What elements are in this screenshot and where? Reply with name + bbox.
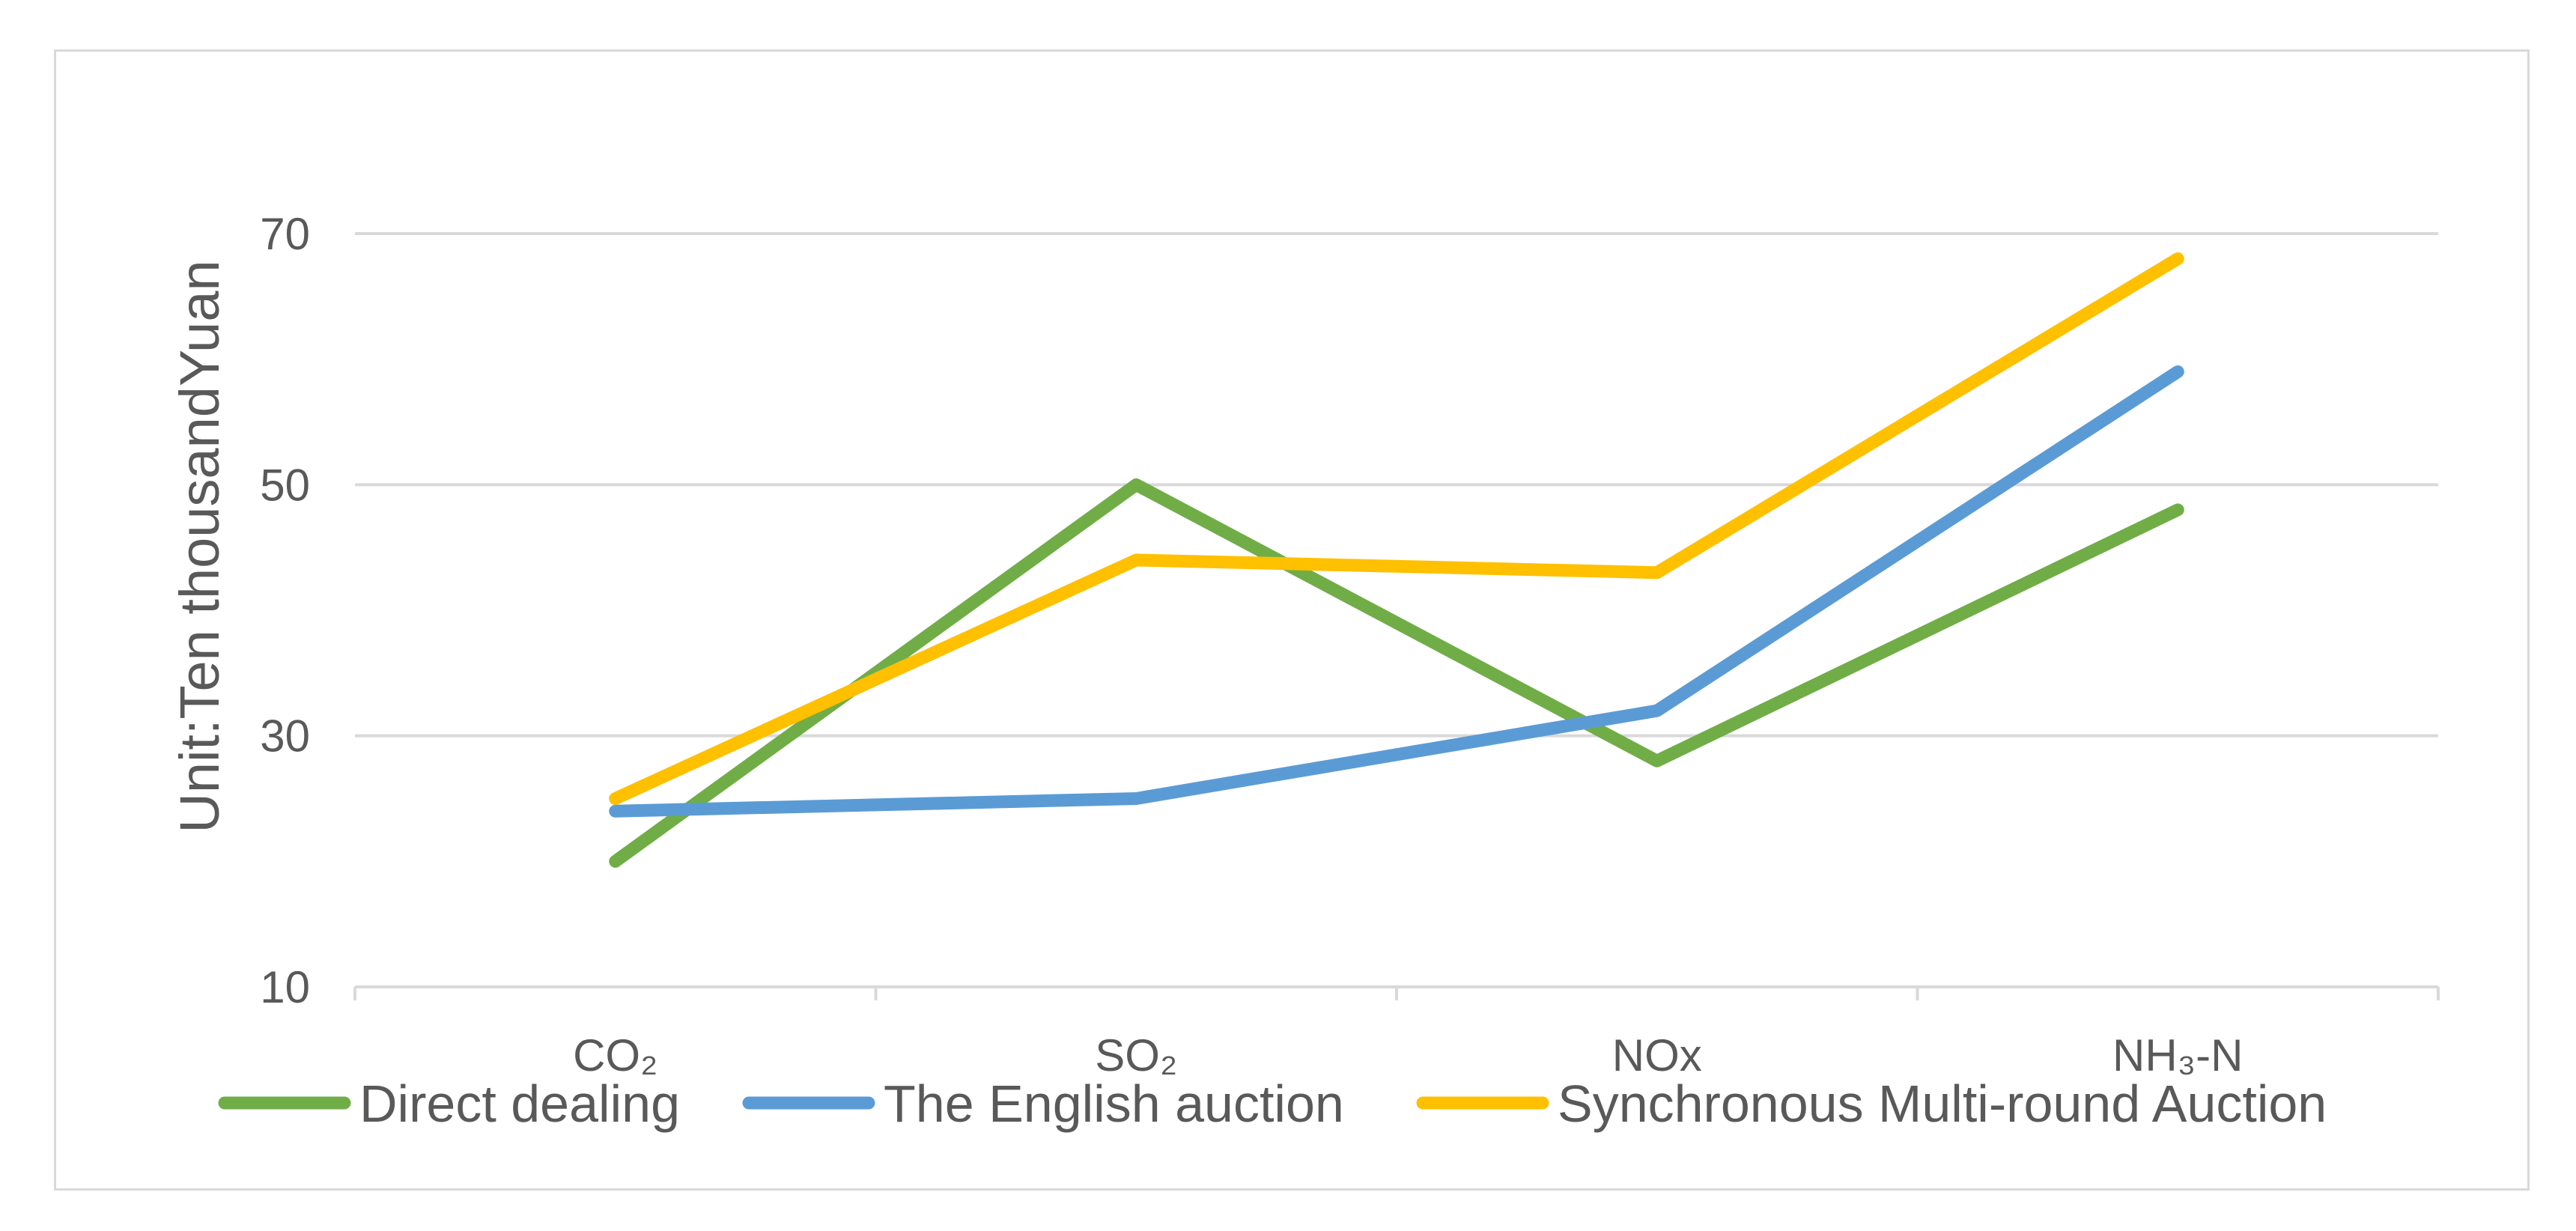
series-lines — [609, 252, 2184, 868]
y-tick-label: 30 — [260, 711, 310, 762]
y-tick-label: 10 — [260, 962, 310, 1012]
x-tick-label: NH₃-N — [2112, 1030, 2243, 1080]
y-tick-label: 70 — [260, 209, 310, 259]
legend-label: The English auction — [884, 1075, 1344, 1133]
gridlines — [355, 232, 2438, 738]
x-axis — [353, 985, 2440, 1000]
y-axis-label: Unit:Ten thousandYuan — [168, 260, 231, 833]
x-tick-label: CO₂ — [573, 1030, 657, 1080]
x-tick-label: SO₂ — [1095, 1030, 1177, 1080]
y-tick-label: 50 — [260, 460, 310, 510]
legend-label: Direct dealing — [359, 1075, 680, 1133]
series-line — [609, 365, 2184, 818]
x-tick-labels: CO₂ SO₂ NOx NH₃-N — [573, 1030, 2243, 1080]
x-tick-label: NOx — [1612, 1030, 1702, 1080]
chart-frame — [54, 49, 2530, 1191]
y-tick-labels: 10 30 50 70 — [260, 209, 310, 1012]
legend-label: Synchronous Multi-round Auction — [1558, 1075, 2327, 1133]
series-line — [609, 252, 2184, 805]
legend: Direct dealing The English auction Synchro… — [218, 1075, 2327, 1133]
